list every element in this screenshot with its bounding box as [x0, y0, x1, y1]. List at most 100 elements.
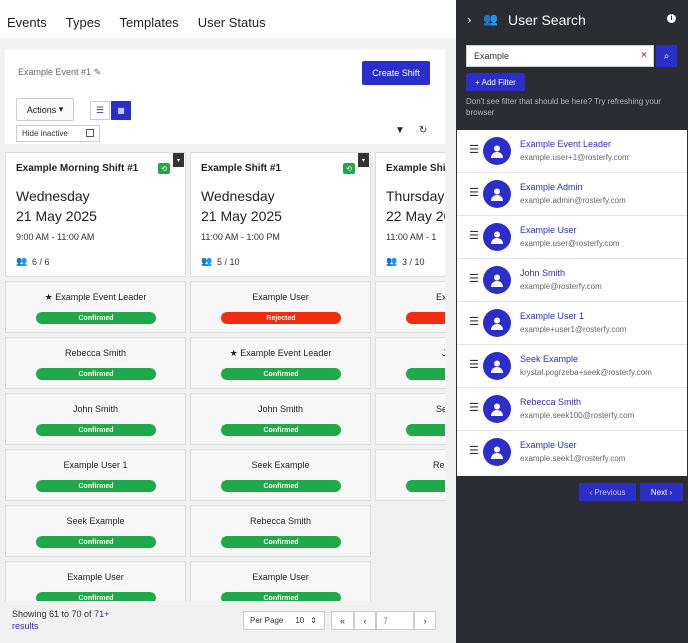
- assignment-card[interactable]: Ex: [375, 281, 445, 333]
- panel-header: › 👥 User Search i: [456, 0, 688, 40]
- add-filter-button[interactable]: + Add Filter: [466, 73, 525, 91]
- shift-card[interactable]: Example Morning Shift #1 ⟲ ▾ Wednesday 2…: [5, 152, 186, 277]
- clear-icon[interactable]: ×: [641, 50, 647, 61]
- user-row[interactable]: ☰ Rebecca Smith example.seek100@rosterfy…: [457, 388, 687, 431]
- shift-title: Example Shift #1: [201, 163, 282, 174]
- assignment-card[interactable]: ★ Example Event Leader Confirmed: [190, 337, 371, 389]
- shift-card[interactable]: Example Shift Thursday 22 May 20 11:00 A…: [375, 152, 445, 277]
- actions-dropdown[interactable]: Actions ▾: [16, 98, 74, 121]
- user-row[interactable]: ☰ Example Admin example.admin@rosterfy.c…: [457, 173, 687, 216]
- total-results-link[interactable]: 71+: [94, 609, 110, 619]
- first-page-button[interactable]: «: [331, 611, 354, 630]
- next-button[interactable]: Next ›: [640, 483, 683, 501]
- user-email: example.user@rosterfy.com: [520, 239, 620, 248]
- nav-templates[interactable]: Templates: [119, 14, 179, 30]
- drag-handle-icon[interactable]: ☰: [469, 273, 479, 285]
- people-icon: 👥: [16, 256, 28, 266]
- shift-card[interactable]: Example Shift #1 ⟲ ▾ Wednesday 21 May 20…: [190, 152, 371, 277]
- user-search-panel: › 👥 User Search i Example × ⌕ + Add Filt…: [456, 0, 688, 643]
- checkbox[interactable]: [86, 129, 94, 137]
- user-email: example.seek1@rosterfy.com: [520, 454, 626, 463]
- assignment-card[interactable]: Se: [375, 393, 445, 445]
- assignment-card[interactable]: Example User Confirmed: [190, 561, 371, 602]
- assignment-card[interactable]: John Smith Confirmed: [5, 393, 186, 445]
- drag-handle-icon[interactable]: ☰: [469, 316, 479, 328]
- assignment-card[interactable]: Seek Example Confirmed: [190, 449, 371, 501]
- user-email: krystal.pogrzeba+seek@rosterfy.com: [520, 368, 652, 377]
- per-page-label: Per Page: [250, 616, 284, 625]
- prev-page-button[interactable]: ‹: [354, 611, 376, 630]
- assignment-card[interactable]: Seek Example Confirmed: [5, 505, 186, 557]
- assignment-name: Rebecca Smith: [64, 348, 127, 358]
- chevron-right-icon: ›: [669, 487, 673, 497]
- hide-inactive-toggle[interactable]: Hide inactive: [16, 125, 100, 142]
- status-badge: Confirmed: [221, 592, 341, 602]
- assignment-card[interactable]: J: [375, 337, 445, 389]
- user-name[interactable]: Example Event Leader: [520, 139, 612, 149]
- per-page-select[interactable]: Per Page 10 ⇕: [243, 611, 325, 630]
- user-name[interactable]: Example User 1: [520, 311, 585, 321]
- status-badge: Confirmed: [36, 592, 156, 602]
- shift-time: 11:00 AM - 1: [386, 232, 437, 242]
- create-shift-button[interactable]: Create Shift: [362, 61, 430, 85]
- user-row[interactable]: ☰ John Smith example@rosterfy.com: [457, 259, 687, 302]
- assignment-name: Rel: [433, 460, 445, 470]
- shift-date: 22 May 20: [386, 208, 445, 224]
- edit-icon[interactable]: ✎: [93, 67, 102, 77]
- assignment-card[interactable]: Rebecca Smith Confirmed: [190, 505, 371, 557]
- event-title: Example Event #1 ✎: [18, 67, 101, 78]
- user-name[interactable]: Rebecca Smith: [520, 397, 582, 407]
- page-input[interactable]: 7: [376, 611, 414, 630]
- avatar: [483, 180, 511, 208]
- assignment-card[interactable]: Example User Rejected: [190, 281, 371, 333]
- drag-handle-icon[interactable]: ☰: [469, 187, 479, 199]
- drag-handle-icon[interactable]: ☰: [469, 445, 479, 457]
- drag-handle-icon[interactable]: ☰: [469, 144, 479, 156]
- avatar: [483, 137, 511, 165]
- list-view-icon[interactable]: ☰: [90, 101, 110, 120]
- assignment-card[interactable]: Rel: [375, 449, 445, 501]
- nav-types[interactable]: Types: [65, 14, 101, 30]
- calendar-view-icon[interactable]: ▦: [111, 101, 131, 120]
- user-row[interactable]: ☰ Example User example.seek1@rosterfy.co…: [457, 431, 687, 474]
- drag-handle-icon[interactable]: ☰: [469, 230, 479, 242]
- user-row[interactable]: ☰ Seek Example krystal.pogrzeba+seek@ros…: [457, 345, 687, 388]
- next-page-button[interactable]: ›: [414, 611, 436, 630]
- shift-count: 6 / 6: [32, 257, 50, 267]
- user-row[interactable]: ☰ Example User example.user@rosterfy.com: [457, 216, 687, 259]
- actions-label: Actions: [26, 104, 57, 115]
- search-input[interactable]: Example ×: [466, 45, 654, 67]
- user-name[interactable]: Seek Example: [520, 354, 579, 364]
- shift-day: Wednesday: [201, 188, 275, 204]
- user-row[interactable]: ☰ Example Event Leader example.user+1@ro…: [457, 130, 687, 173]
- user-email: example.admin@rosterfy.com: [520, 196, 626, 205]
- drag-handle-icon[interactable]: ☰: [469, 402, 479, 414]
- search-value: Example: [474, 51, 510, 61]
- filter-icon[interactable]: ▼: [395, 125, 405, 136]
- user-name[interactable]: Example User: [520, 225, 577, 235]
- shift-menu-icon[interactable]: ▾: [358, 153, 369, 167]
- info-icon[interactable]: i: [667, 14, 676, 23]
- shift-menu-icon[interactable]: ▾: [173, 153, 184, 167]
- user-name[interactable]: Example User: [520, 440, 577, 450]
- sync-icon[interactable]: ⟲: [343, 163, 355, 174]
- nav-events[interactable]: Events: [7, 14, 47, 30]
- sync-icon[interactable]: ⟲: [158, 163, 170, 174]
- assignment-card[interactable]: Example User Confirmed: [5, 561, 186, 602]
- assignment-card[interactable]: Rebecca Smith Confirmed: [5, 337, 186, 389]
- chevron-right-icon[interactable]: ›: [467, 12, 472, 27]
- user-row[interactable]: ☰ Example User 1 example+user1@rosterfy.…: [457, 302, 687, 345]
- drag-handle-icon[interactable]: ☰: [469, 359, 479, 371]
- assignment-card[interactable]: ★ Example Event Leader Confirmed: [5, 281, 186, 333]
- user-name[interactable]: Example Admin: [520, 182, 583, 192]
- assignment-card[interactable]: Example User 1 Confirmed: [5, 449, 186, 501]
- search-button[interactable]: ⌕: [656, 45, 677, 67]
- assignment-name-text: Example Event Leader: [55, 292, 147, 302]
- results-link[interactable]: results: [12, 621, 39, 631]
- user-name[interactable]: John Smith: [520, 268, 566, 278]
- nav-user-status[interactable]: User Status: [197, 14, 266, 30]
- previous-button[interactable]: ‹ Previous: [579, 483, 636, 501]
- assignment-name: Example User: [67, 572, 124, 582]
- refresh-icon[interactable]: ↻: [419, 125, 428, 136]
- assignment-card[interactable]: John Smith Confirmed: [190, 393, 371, 445]
